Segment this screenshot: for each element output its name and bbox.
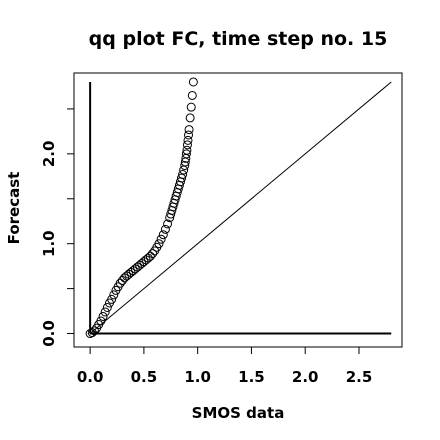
qq-point (148, 249, 158, 259)
x-tick-label: 0.0 (77, 368, 104, 386)
qq-point (184, 130, 194, 140)
y-tick-label: 0.0 (40, 320, 58, 347)
x-tick-label: 0.5 (131, 368, 158, 386)
qq-point (184, 125, 194, 135)
qq-point (158, 230, 168, 240)
qq-point (107, 294, 117, 304)
qq-point (186, 102, 196, 112)
x-axis: 0.0 0.5 1.0 1.5 2.0 2.5 (77, 347, 372, 386)
y-axis: 0.0 1.0 2.0 (40, 108, 74, 347)
qq-point (109, 290, 119, 300)
qq-point (188, 77, 198, 87)
qq-point (117, 276, 127, 286)
qq-point (182, 140, 192, 150)
qq-point (180, 161, 190, 171)
qq-point (185, 113, 195, 123)
qq-point (89, 326, 99, 336)
qq-point (102, 302, 112, 312)
qq-point (100, 307, 110, 317)
qq-point (181, 149, 191, 159)
plot-frame (73, 72, 403, 348)
qq-point (183, 135, 193, 145)
x-tick-label: 2.5 (346, 368, 373, 386)
y-tick-label: 1.0 (40, 230, 58, 257)
qq-points (85, 77, 198, 339)
qq-point (115, 278, 125, 288)
qq-point (163, 219, 173, 229)
qq-point (98, 311, 108, 321)
qq-point (182, 145, 192, 155)
qq-point (145, 251, 155, 261)
qq-point (160, 224, 170, 234)
chart-title: qq plot FC, time step no. 15 (89, 28, 388, 50)
qq-point (156, 234, 166, 244)
qq-point (154, 239, 164, 249)
reference-lines (89, 81, 392, 335)
x-tick-label: 2.0 (292, 368, 319, 386)
qq-point (177, 173, 187, 183)
y-axis-label: Forecast (5, 172, 23, 245)
x-axis-label: SMOS data (192, 404, 285, 422)
x-tick-label: 1.5 (238, 368, 265, 386)
qq-point (178, 170, 188, 180)
diagonal-reference-line (89, 81, 392, 334)
qq-point (96, 316, 106, 326)
x-tick-label: 1.0 (184, 368, 211, 386)
qq-point (187, 90, 197, 100)
y-tick-label: 2.0 (40, 141, 58, 168)
